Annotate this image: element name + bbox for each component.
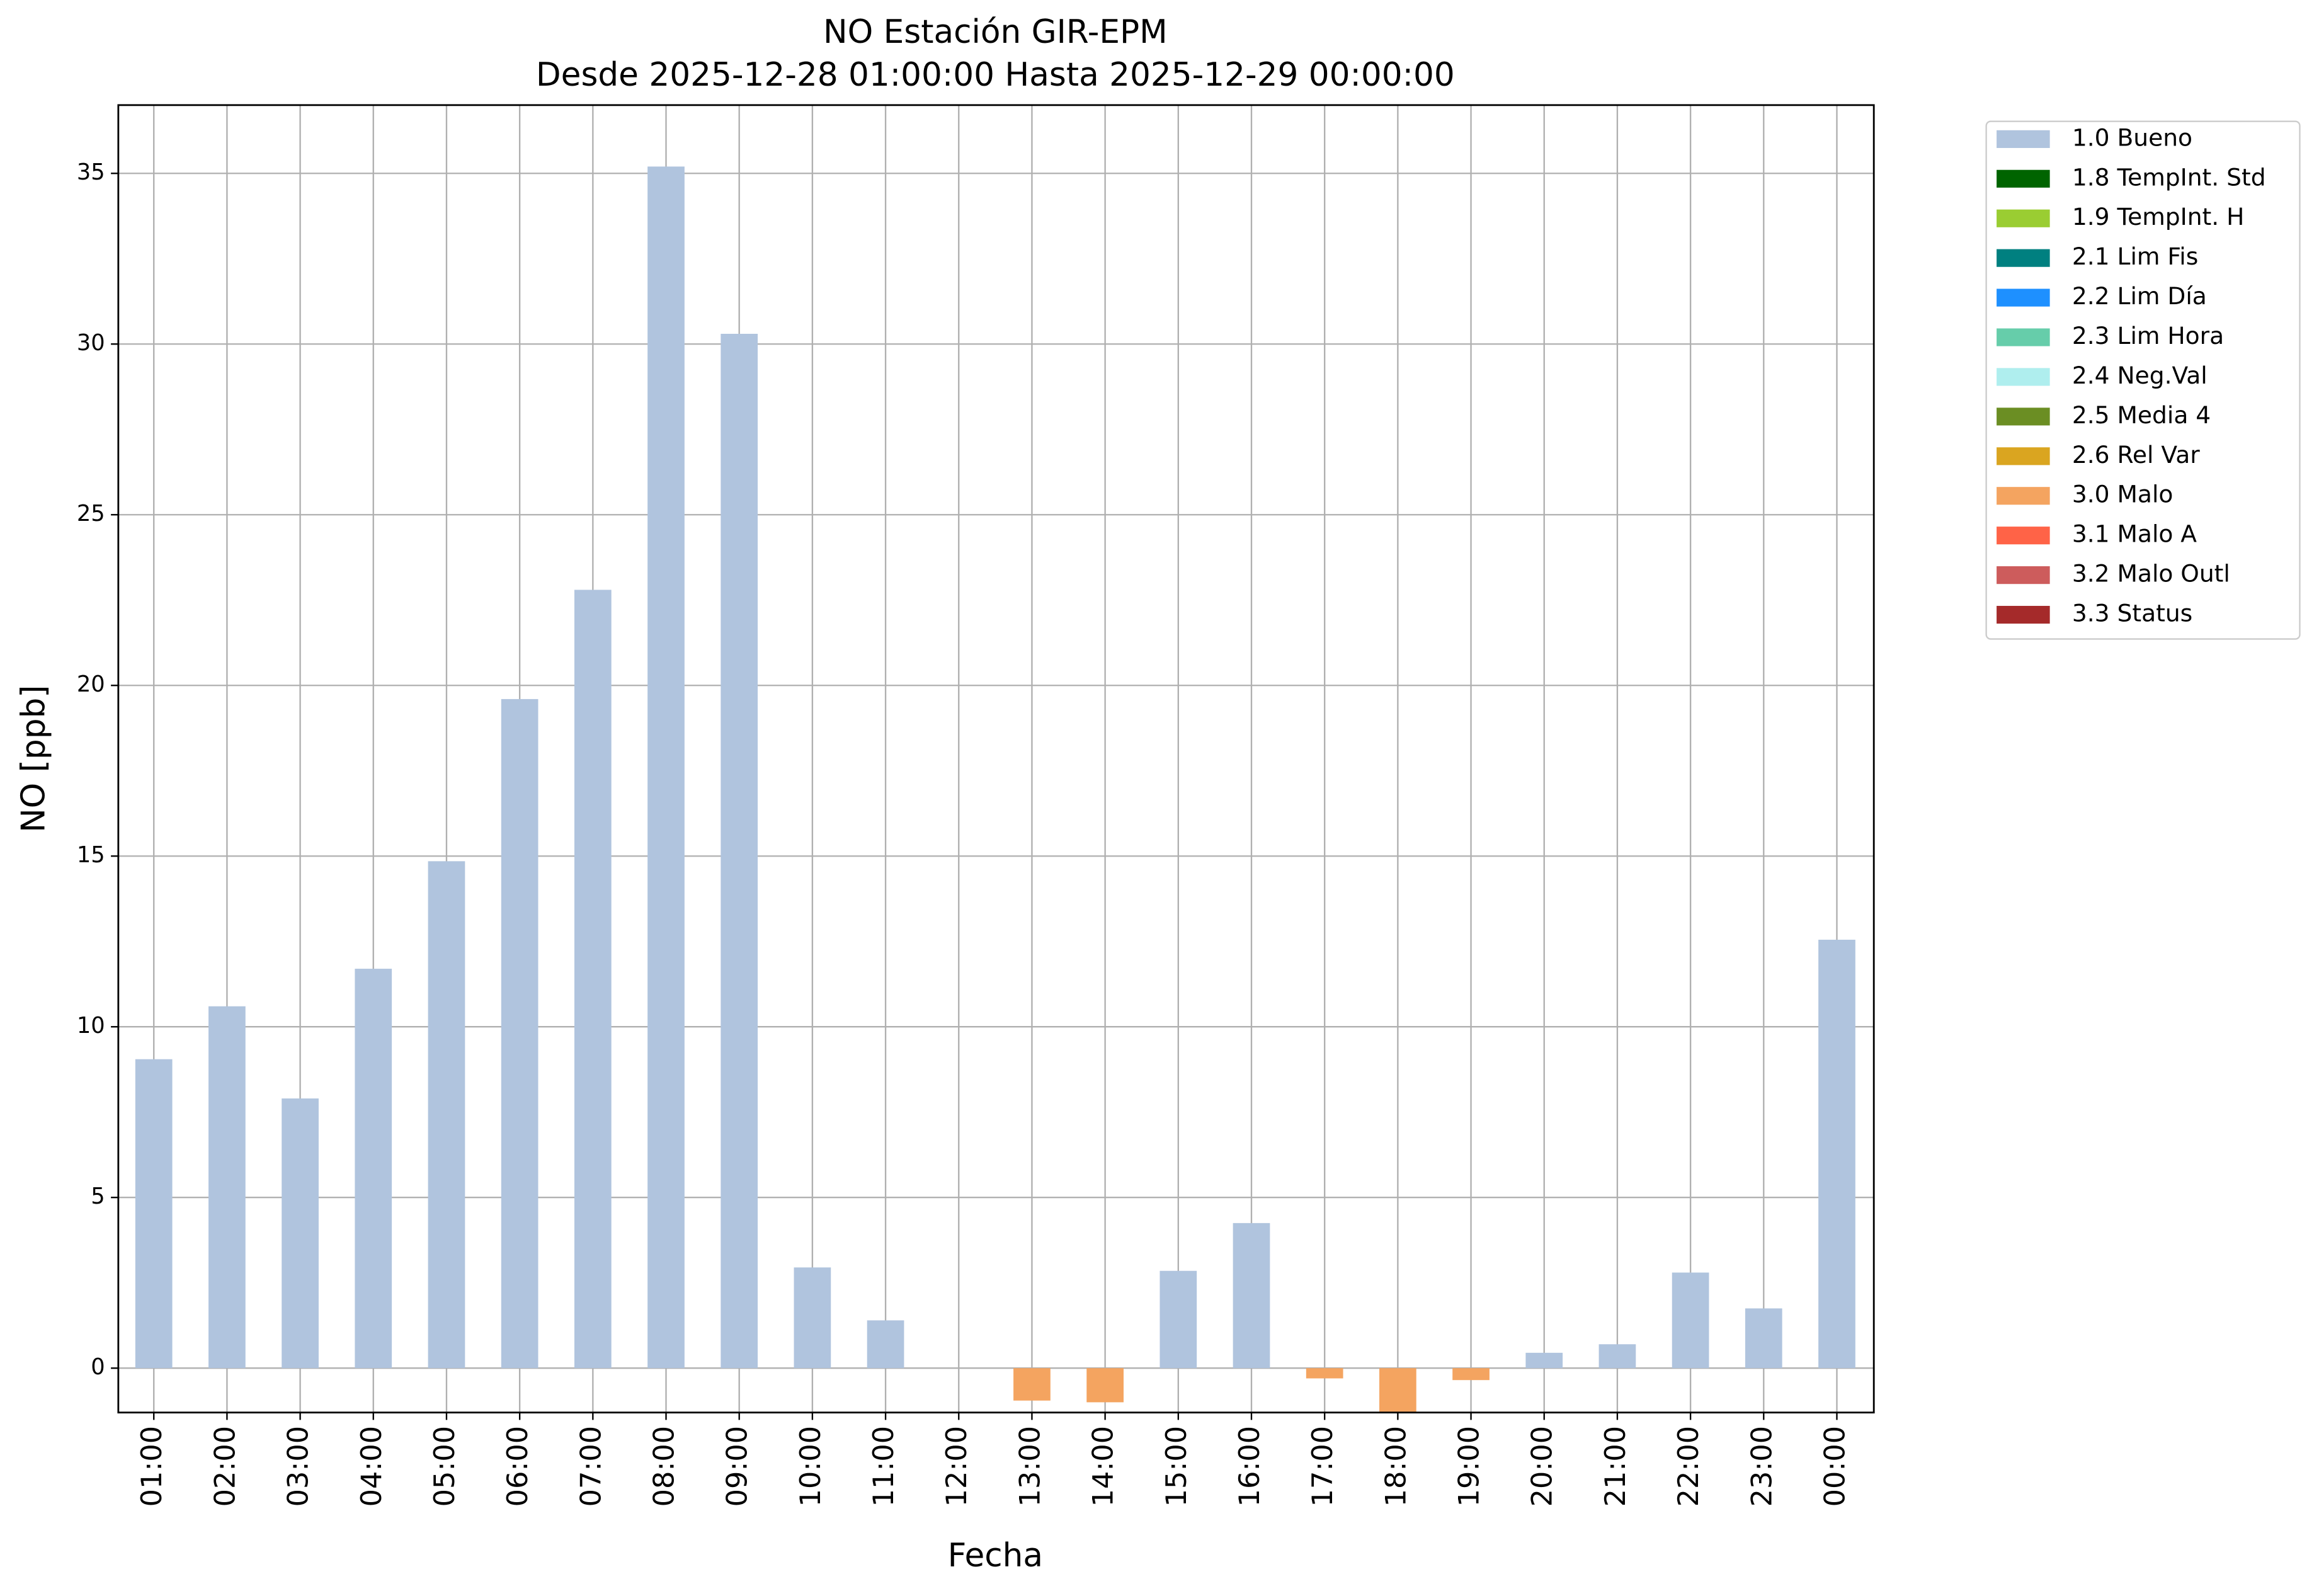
legend-swatch (1997, 447, 2050, 465)
bars (135, 166, 1855, 1413)
legend-swatch (1997, 487, 2050, 505)
legend-label: 1.8 TempInt. Std (2072, 163, 2266, 191)
x-axis-label: Fecha (948, 1537, 1043, 1575)
legend-swatch (1997, 605, 2050, 624)
plot-frame (117, 104, 1875, 1414)
x-tick-label: 12:00 (940, 1426, 973, 1507)
legend-label: 2.6 Rel Var (2072, 441, 2200, 469)
chart-subtitle: Desde 2025-12-28 01:00:00 Hasta 2025-12-… (536, 56, 1455, 94)
legend-swatch (1997, 249, 2050, 267)
legend-swatch (1997, 527, 2050, 545)
x-tick-label: 16:00 (1233, 1426, 1266, 1507)
bar (1745, 1308, 1782, 1369)
x-tick-label: 19:00 (1453, 1426, 1486, 1507)
y-tick-label: 0 (91, 1354, 105, 1380)
bar (1598, 1344, 1636, 1369)
bar (1452, 1368, 1490, 1381)
bar (721, 333, 758, 1369)
bar (1306, 1368, 1343, 1379)
legend-label: 3.2 Malo Outl (2072, 560, 2230, 588)
legend-swatch (1997, 408, 2050, 426)
legend-label: 2.1 Lim Fis (2072, 242, 2198, 270)
bar (1086, 1368, 1124, 1403)
y-axis-label: NO [ppb] (14, 685, 52, 833)
bar (428, 861, 465, 1369)
bar (1379, 1368, 1416, 1413)
bar (1672, 1272, 1709, 1369)
y-tick-label: 20 (77, 671, 105, 697)
x-tick-label: 15:00 (1160, 1426, 1193, 1507)
legend-label: 2.2 Lim Día (2072, 282, 2207, 310)
legend-label: 1.9 TempInt. H (2072, 203, 2245, 231)
legend-label: 2.5 Media 4 (2072, 401, 2211, 429)
y-tick-label: 10 (77, 1013, 105, 1039)
legend-box (1985, 120, 2301, 640)
x-tick-label: 00:00 (1818, 1426, 1851, 1507)
x-tick-label: 08:00 (648, 1426, 681, 1507)
bar (135, 1059, 173, 1369)
x-tick-label: 10:00 (794, 1426, 827, 1507)
x-tick-label: 02:00 (208, 1426, 241, 1507)
y-tick-label: 5 (91, 1183, 105, 1209)
y-tick-label: 15 (77, 842, 105, 868)
legend-label: 1.0 Bueno (2072, 123, 2192, 151)
x-tick-label: 05:00 (428, 1426, 461, 1507)
x-tick-label: 22:00 (1672, 1426, 1705, 1507)
bar (1013, 1368, 1051, 1401)
legend-swatch (1997, 566, 2050, 584)
legend-swatch (1997, 169, 2050, 188)
x-tick-label: 06:00 (501, 1426, 534, 1507)
x-tick-label: 07:00 (574, 1426, 607, 1507)
bar (282, 1098, 319, 1369)
y-tick-label: 25 (77, 501, 105, 527)
bar (1160, 1270, 1197, 1369)
x-tick-label: 21:00 (1599, 1426, 1632, 1507)
legend-label: 2.3 Lim Hora (2072, 322, 2224, 350)
legend-label: 2.4 Neg.Val (2072, 362, 2208, 389)
legend-swatch (1997, 328, 2050, 346)
bar (355, 969, 392, 1369)
chart-title: NO Estación GIR-EPM (823, 13, 1168, 51)
bar (574, 590, 612, 1369)
legend-label: 3.0 Malo (2072, 481, 2174, 508)
bar (501, 698, 538, 1369)
legend-swatch (1997, 368, 2050, 386)
legend-swatch (1997, 209, 2050, 227)
x-tick-label: 17:00 (1306, 1426, 1339, 1507)
x-tick-label: 04:00 (355, 1426, 388, 1507)
bar (1818, 940, 1855, 1369)
x-tick-label: 14:00 (1087, 1426, 1120, 1507)
legend-label: 3.3 Status (2072, 600, 2192, 627)
x-tick-label: 18:00 (1379, 1426, 1412, 1507)
bar (794, 1267, 831, 1369)
x-tick-label: 13:00 (1013, 1426, 1046, 1507)
x-tick-label: 03:00 (282, 1426, 315, 1507)
bar (647, 166, 685, 1369)
x-tick-label: 01:00 (135, 1426, 168, 1507)
x-tick-label: 11:00 (867, 1426, 900, 1507)
bar (208, 1006, 246, 1369)
legend-swatch (1997, 288, 2050, 307)
legend-label: 3.1 Malo A (2072, 520, 2197, 548)
x-tick-label: 09:00 (721, 1426, 754, 1507)
legend-swatch (1997, 130, 2050, 148)
x-tick-label: 23:00 (1745, 1426, 1778, 1507)
bar (867, 1320, 904, 1369)
bar (1233, 1223, 1270, 1369)
bar (1525, 1352, 1563, 1369)
y-tick-label: 30 (77, 330, 105, 356)
y-tick-label: 35 (77, 159, 105, 185)
x-tick-label: 20:00 (1526, 1426, 1559, 1507)
